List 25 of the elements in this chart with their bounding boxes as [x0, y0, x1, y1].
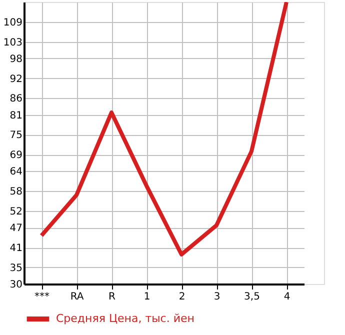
y-tick-label: 92: [10, 74, 22, 85]
x-tick-label: RA: [70, 292, 84, 302]
x-tick-label: 2: [178, 292, 186, 302]
line-series: [40, 2, 288, 256]
y-tick-label: 69: [10, 150, 22, 162]
y-tick-label: 109: [3, 17, 22, 28]
y-tick-label: 41: [10, 243, 22, 254]
x-tick-label: ***: [34, 292, 50, 302]
y-tick-label: 81: [10, 110, 22, 122]
y-tick-label: 103: [3, 37, 22, 48]
x-tick-label: 3,5: [244, 292, 260, 302]
y-tick-label: 47: [10, 223, 22, 234]
x-tick-label: R: [108, 292, 116, 302]
x-tick-label: 3: [214, 292, 220, 302]
y-tick-label: 58: [10, 186, 22, 198]
y-tick-label: 52: [10, 206, 22, 218]
y-tick-label: 30: [10, 280, 22, 290]
y-tick-label: 64: [10, 166, 22, 178]
y-tick-label: 86: [10, 94, 22, 105]
y-tick-label: 35: [10, 262, 22, 274]
y-tick-label: 75: [10, 130, 22, 142]
legend-label: Средняя Цена, тыс. йен: [56, 312, 194, 325]
x-tick-label: 4: [284, 292, 290, 302]
x-tick-label: 1: [144, 292, 150, 302]
y-tick-label: 98: [10, 54, 22, 65]
